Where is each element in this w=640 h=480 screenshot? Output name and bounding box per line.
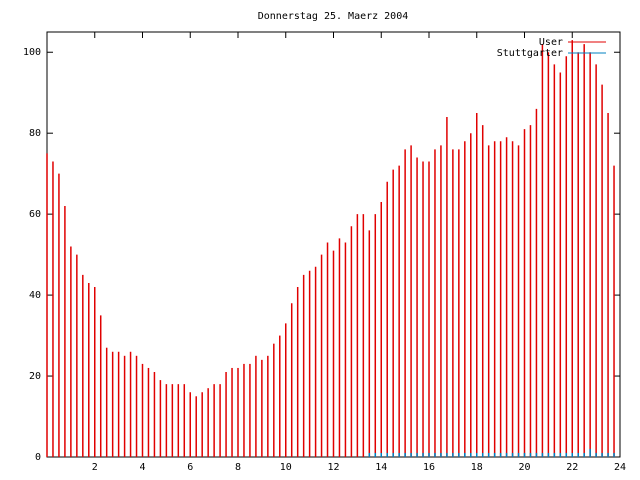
x-tick-label: 20 xyxy=(518,462,530,473)
legend-label: User xyxy=(539,37,563,48)
x-tick-label: 18 xyxy=(471,462,483,473)
x-tick-label: 6 xyxy=(187,462,193,473)
x-tick-label: 24 xyxy=(614,462,626,473)
x-tick-label: 8 xyxy=(235,462,241,473)
y-tick-label: 40 xyxy=(29,290,41,301)
chart-title: Donnerstag 25. Maerz 2004 xyxy=(258,11,409,22)
x-tick-label: 22 xyxy=(566,462,578,473)
x-tick-label: 14 xyxy=(375,462,387,473)
x-tick-label: 10 xyxy=(280,462,292,473)
x-tick-label: 4 xyxy=(139,462,145,473)
y-tick-label: 60 xyxy=(29,209,41,220)
y-tick-label: 80 xyxy=(29,128,41,139)
y-tick-label: 20 xyxy=(29,371,41,382)
x-tick-label: 16 xyxy=(423,462,435,473)
legend-label: Stuttgarter xyxy=(497,48,563,59)
y-tick-label: 0 xyxy=(35,452,41,463)
x-tick-label: 12 xyxy=(327,462,339,473)
y-tick-label: 100 xyxy=(23,47,41,58)
x-tick-label: 2 xyxy=(92,462,98,473)
